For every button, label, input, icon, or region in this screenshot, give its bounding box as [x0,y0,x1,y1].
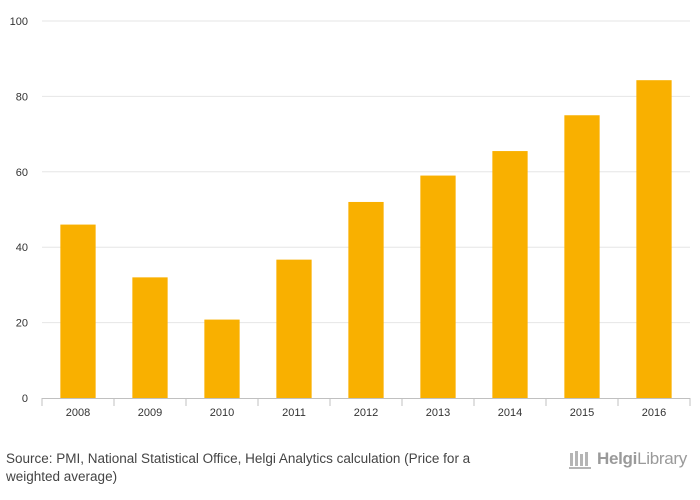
x-tick-label: 2013 [426,407,450,419]
bars [60,80,672,399]
logo-text-part1: Helgi [597,449,638,468]
library-icon [569,451,591,469]
y-tick-label: 100 [10,16,28,28]
y-tick-label: 60 [16,167,28,179]
x-tick-label: 2015 [570,407,594,419]
bar-2008 [60,224,96,398]
y-tick-label: 0 [22,393,28,405]
y-axis-tick-labels: 0 20 40 60 80 100 [10,16,28,405]
x-tick-label: 2012 [354,407,378,419]
bar-2016 [636,80,672,399]
x-tick-label: 2014 [498,407,522,419]
bar-2012 [348,201,384,398]
x-tick-label: 2016 [642,407,666,419]
source-note: Source: PMI, National Statistical Office… [6,451,471,484]
logo-text-part2: Library [637,449,687,468]
y-tick-label: 40 [16,242,28,254]
x-tick-label: 2010 [210,407,234,419]
bar-2014 [492,151,528,398]
x-axis-tick-labels: 2008 2009 2010 2011 2012 2013 2014 2015 2016 [66,407,666,419]
bar-2013 [420,175,456,398]
x-axis [41,398,691,406]
x-tick-label: 2008 [66,407,90,419]
bar-2010 [204,319,240,398]
x-tick-label: 2011 [282,407,306,419]
x-tick-label: 2009 [138,407,162,419]
y-tick-label: 80 [16,91,28,103]
bar-2015 [564,115,600,398]
bar-2009 [132,277,168,398]
logo-text: HelgiLibrary [597,449,687,469]
bar-2011 [276,259,312,398]
y-tick-label: 20 [16,318,28,330]
bar-chart: 0 20 40 60 80 100 2008 2009 2010 2011 2012 2013 201… [10,16,691,419]
helgi-library-logo: HelgiLibrary [568,446,694,472]
